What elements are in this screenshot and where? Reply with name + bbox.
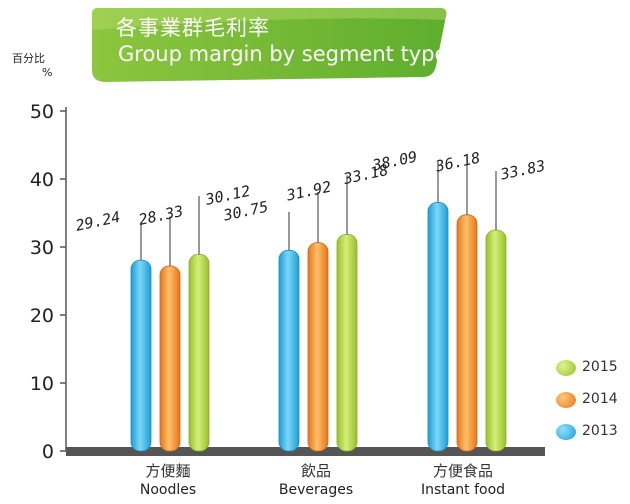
legend-label-2013: 2013: [582, 423, 618, 439]
y-tick-label-0: 0: [42, 441, 54, 463]
value-label-noodles-2013: 29.24: [74, 208, 122, 235]
x-axis-line: [66, 447, 545, 456]
chart-title-en: Group margin by segment type: [118, 42, 448, 66]
bar-beverages-2015: [336, 234, 358, 452]
bar-noodles-2013: [130, 259, 152, 452]
legend-label-2014: 2014: [582, 391, 618, 407]
y-axis-unit-symbol: %: [42, 66, 53, 79]
y-tick-label-50: 50: [30, 101, 54, 123]
bar-instant-food-2014: [456, 214, 478, 452]
y-axis-unit-label: 百分比: [12, 52, 45, 65]
title-banner: [92, 8, 447, 82]
bar-beverages-2014: [307, 242, 329, 452]
y-tick-label-40: 40: [30, 169, 54, 191]
bar-beverages-2013: [278, 249, 300, 452]
category-label-en-noodles: Noodles: [139, 482, 197, 498]
y-tick-label-30: 30: [30, 237, 54, 259]
value-label-instant-food-2015: 33.83: [498, 157, 547, 184]
legend-swatch-2015: [556, 360, 576, 376]
value-label-noodles-2014: 28.33: [137, 202, 185, 229]
legend-swatch-2014: [556, 392, 576, 408]
category-label-cn-noodles: 方便麵: [145, 462, 191, 480]
legend-label-2015: 2015: [582, 359, 618, 375]
bar-instant-food-2013: [427, 201, 449, 452]
bar-noodles-2015: [188, 253, 210, 452]
value-label-beverages-2015: 33.18: [341, 161, 390, 188]
y-tick-label-20: 20: [30, 305, 54, 327]
bar-instant-food-2015: [485, 229, 507, 452]
bar-noodles-2014: [159, 265, 181, 452]
category-label-en-instant-food: Instant food: [420, 482, 506, 498]
y-tick-label-10: 10: [30, 373, 54, 395]
category-label-en-beverages: Beverages: [278, 482, 354, 498]
category-label-cn-instant-food: 方便食品: [432, 462, 493, 480]
value-label-instant-food-2014: 36.18: [433, 149, 482, 176]
value-label-beverages-2014: 31.92: [284, 178, 333, 205]
chart-title-cn: 各事業群毛利率: [116, 16, 270, 40]
legend-swatch-2013: [556, 424, 576, 440]
category-label-cn-beverages: 飲品: [300, 462, 331, 480]
